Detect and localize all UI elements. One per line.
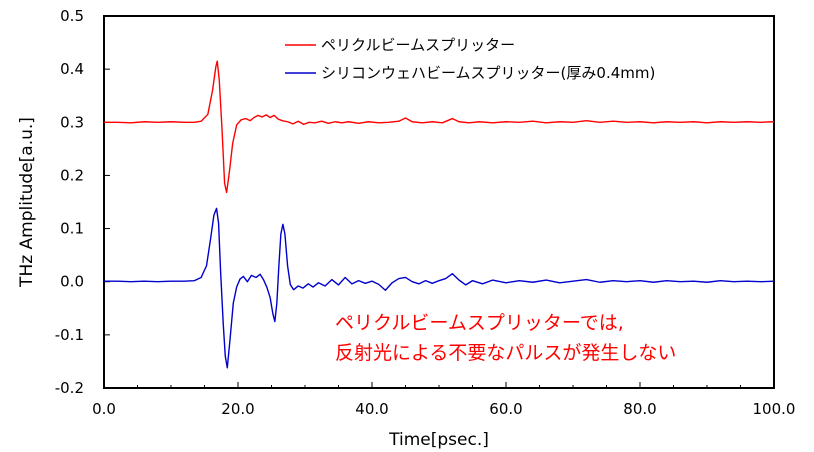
y-tick-label: 0.2 (60, 166, 84, 184)
y-tick-labels: -0.2 -0.1 0.0 0.1 0.2 0.3 0.4 0.5 (55, 7, 84, 397)
y-tick-label: 0.4 (60, 60, 84, 78)
x-tick-label: 60.0 (489, 400, 522, 418)
y-tick-label: 0.3 (60, 113, 84, 131)
legend: ペリクルビームスプリッター シリコンウェハビームスプリッター(厚み0.4mm) (285, 36, 655, 82)
series-lines (104, 60, 775, 369)
y-tick-label: -0.1 (55, 326, 84, 344)
y-tick-label: 0.0 (60, 273, 84, 291)
x-tick-labels: 0.0 20.0 40.0 60.0 80.0 100.0 (92, 400, 795, 418)
annotation-line-2: 反射光による不要なパルスが発生しない (335, 342, 676, 364)
series-line-pellicle (104, 60, 775, 194)
y-tick-label: -0.2 (55, 379, 84, 397)
y-tick-label: 0.1 (60, 220, 84, 238)
series-line-silicon (104, 207, 775, 369)
x-axis-title: Time[psec.] (388, 430, 489, 450)
x-tick-label: 80.0 (623, 400, 656, 418)
annotation: ペリクルビームスプリッターでは, 反射光による不要なパルスが発生しない (335, 312, 676, 364)
legend-label-silicon: シリコンウェハビームスプリッター(厚み0.4mm) (321, 64, 655, 82)
x-tick-label: 0.0 (92, 400, 116, 418)
y-tick-label: 0.5 (60, 7, 84, 25)
plot-area (103, 15, 775, 389)
x-tick-label: 100.0 (753, 400, 796, 418)
x-tick-label: 40.0 (355, 400, 388, 418)
x-tick-label: 20.0 (221, 400, 254, 418)
y-axis-title: THz Amplitude[a.u.] (17, 117, 37, 288)
annotation-line-1: ペリクルビームスプリッターでは, (335, 312, 624, 334)
legend-label-pellicle: ペリクルビームスプリッター (321, 36, 515, 54)
